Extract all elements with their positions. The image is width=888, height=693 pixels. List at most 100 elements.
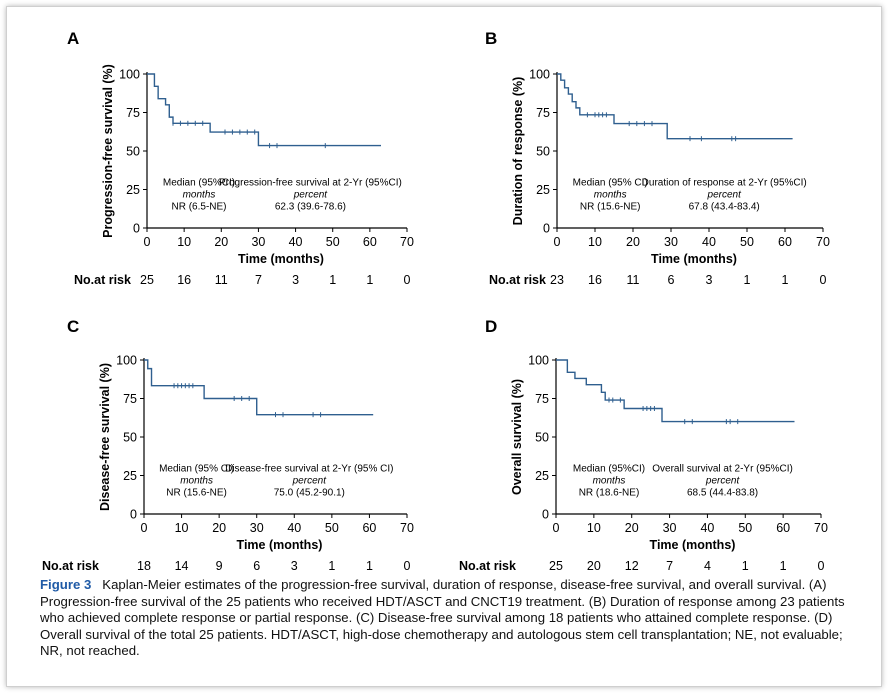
panel-d-2yr-header: Overall survival at 2-Yr (95%CI) bbox=[652, 464, 793, 475]
panel-b-2yr-unit: percent bbox=[707, 190, 743, 201]
panel-c-median-unit: months bbox=[180, 476, 213, 487]
panel-a-y-tick-label: 100 bbox=[119, 68, 140, 82]
panel-b-x-tick-label: 20 bbox=[626, 235, 640, 249]
panel-d-y-tick-label: 25 bbox=[535, 469, 549, 483]
panel-a-risk-count: 0 bbox=[404, 273, 411, 287]
panel-c-risk-label: No.at risk bbox=[42, 559, 99, 572]
panel-c-x-tick-label: 20 bbox=[212, 521, 226, 535]
caption-text: Kaplan-Meier estimates of the progressio… bbox=[40, 577, 845, 659]
panel-b-survival-curve bbox=[557, 73, 793, 140]
panel-d-risk-label: No.at risk bbox=[459, 559, 516, 572]
panel-c-letter: C bbox=[67, 317, 79, 336]
panel-d-x-tick-label: 20 bbox=[625, 521, 639, 535]
panel-d-x-tick-label: 70 bbox=[814, 521, 828, 535]
panel-d-risk-count: 1 bbox=[742, 559, 749, 572]
panel-a-median-unit: months bbox=[183, 190, 216, 201]
figure-frame: A 0 25 50 75 100 0 10 20 30 40 50 60 70 Time (months) P… bbox=[6, 6, 882, 687]
panel-b-x-tick-label: 10 bbox=[588, 235, 602, 249]
panel-a-x-tick-label: 70 bbox=[400, 235, 414, 249]
panel-d-y-tick-label: 50 bbox=[535, 431, 549, 445]
panel-a-y-tick-label: 0 bbox=[133, 222, 140, 236]
panel-a-x-tick-label: 60 bbox=[363, 235, 377, 249]
panel-a-risk-label: No.at risk bbox=[74, 273, 131, 287]
panel-b-y-tick-label: 50 bbox=[536, 145, 550, 159]
panel-d-letter: D bbox=[485, 317, 497, 336]
panel-b-risk-count: 11 bbox=[627, 273, 640, 287]
panel-a-2yr-header: Progression-free survival at 2-Yr (95%CI… bbox=[219, 178, 402, 189]
panel-c-risk-count: 1 bbox=[366, 559, 373, 572]
panel-d-y-tick-label: 75 bbox=[535, 392, 549, 406]
panel-d-risk-count: 1 bbox=[780, 559, 787, 572]
panel-a-y-axis-title: Progression-free survival (%) bbox=[101, 64, 115, 238]
panel-d-x-axis-title: Time (months) bbox=[650, 538, 736, 552]
panel-a-y-tick-label: 25 bbox=[126, 183, 140, 197]
panel-d-x-tick-label: 30 bbox=[663, 521, 677, 535]
panel-b-x-tick-label: 40 bbox=[702, 235, 716, 249]
panel-c-x-tick-label: 10 bbox=[175, 521, 189, 535]
panel-a-x-tick-label: 50 bbox=[326, 235, 340, 249]
panel-a-x-tick-label: 10 bbox=[177, 235, 191, 249]
panel-a-risk-count: 1 bbox=[366, 273, 373, 287]
panel-a-risk-count: 7 bbox=[255, 273, 262, 287]
panel-d-median-unit: months bbox=[593, 476, 626, 487]
panel-c-2yr-value: 75.0 (45.2-90.1) bbox=[274, 488, 345, 499]
panel-d-risk-count: 4 bbox=[704, 559, 711, 572]
panel-d-x-tick-label: 40 bbox=[700, 521, 714, 535]
panel-d-y-tick-label: 100 bbox=[528, 354, 549, 368]
panel-a-2yr-unit: percent bbox=[293, 190, 329, 201]
panel-d-risk-count: 20 bbox=[587, 559, 601, 572]
panel-c-y-tick-label: 75 bbox=[123, 392, 137, 406]
panel-b-x-tick-label: 60 bbox=[778, 235, 792, 249]
panel-d-x-tick-label: 10 bbox=[587, 521, 601, 535]
panel-b-2yr-header: Duration of response at 2-Yr (95%CI) bbox=[642, 178, 807, 189]
panel-d-x-tick-label: 60 bbox=[776, 521, 790, 535]
panel-b-y-axis-title: Duration of response (%) bbox=[511, 77, 525, 226]
panel-b-y-tick-label: 75 bbox=[536, 106, 550, 120]
panel-b-median-header: Median (95% CI) bbox=[573, 178, 648, 189]
panel-c-risk-count: 18 bbox=[137, 559, 151, 572]
panel-c-x-tick-label: 60 bbox=[362, 521, 376, 535]
panel-c-y-tick-label: 100 bbox=[116, 354, 137, 368]
panel-a-y-tick-label: 50 bbox=[126, 145, 140, 159]
panel-b-x-tick-label: 30 bbox=[664, 235, 678, 249]
panel-b-x-tick-label: 70 bbox=[816, 235, 830, 249]
panel-c-x-tick-label: 30 bbox=[250, 521, 264, 535]
panel-b-risk-count: 3 bbox=[706, 273, 713, 287]
panel-c-x-tick-label: 50 bbox=[325, 521, 339, 535]
panel-d-risk-count: 25 bbox=[549, 559, 563, 572]
panel-c-2yr-header: Disease-free survival at 2-Yr (95% CI) bbox=[225, 464, 393, 475]
panel-a-y-tick-label: 75 bbox=[126, 106, 140, 120]
panel-a-risk-count: 11 bbox=[215, 273, 228, 287]
panel-b-risk-count: 1 bbox=[782, 273, 789, 287]
panel-b-x-tick-label: 50 bbox=[740, 235, 754, 249]
panel-a-x-tick-label: 40 bbox=[289, 235, 303, 249]
panel-c-risk-count: 3 bbox=[291, 559, 298, 572]
panel-b-median-unit: months bbox=[594, 190, 627, 201]
panel-c-risk-count: 14 bbox=[175, 559, 189, 572]
panel-b-risk-label: No.at risk bbox=[489, 273, 546, 287]
panel-c-y-tick-label: 25 bbox=[123, 469, 137, 483]
panel-a-x-tick-label: 30 bbox=[251, 235, 265, 249]
panel-b-y-tick-label: 100 bbox=[529, 68, 550, 82]
panel-b-x-axis-title: Time (months) bbox=[651, 252, 737, 266]
panel-a-2yr-value: 62.3 (39.6-78.6) bbox=[275, 202, 346, 213]
panel-c-median-header: Median (95% CI) bbox=[159, 464, 234, 475]
panel-c-risk-count: 0 bbox=[404, 559, 411, 572]
panel-d-median-value: NR (18.6-NE) bbox=[579, 488, 640, 499]
panel-b-y-tick-label: 0 bbox=[543, 222, 550, 236]
panel-d-x-tick-label: 0 bbox=[553, 521, 560, 535]
panel-d-risk-count: 12 bbox=[625, 559, 639, 572]
panel-c-y-tick-label: 50 bbox=[123, 431, 137, 445]
panel-a-x-tick-label: 20 bbox=[214, 235, 228, 249]
panel-d-x-tick-label: 50 bbox=[738, 521, 752, 535]
caption-label: Figure 3 bbox=[40, 577, 92, 592]
panel-c-risk-count: 6 bbox=[253, 559, 260, 572]
panel-a-median-value: NR (6.5-NE) bbox=[171, 202, 226, 213]
panel-a-survival-curve bbox=[147, 73, 381, 147]
panel-a-risk-count: 3 bbox=[292, 273, 299, 287]
panel-d-y-axis-title: Overall survival (%) bbox=[510, 379, 524, 495]
panel-d-2yr-value: 68.5 (44.4-83.8) bbox=[687, 488, 758, 499]
panel-b-median-value: NR (15.6-NE) bbox=[580, 202, 641, 213]
panel-b-2yr-value: 67.8 (43.4-83.4) bbox=[689, 202, 760, 213]
panel-c-risk-count: 1 bbox=[328, 559, 335, 572]
